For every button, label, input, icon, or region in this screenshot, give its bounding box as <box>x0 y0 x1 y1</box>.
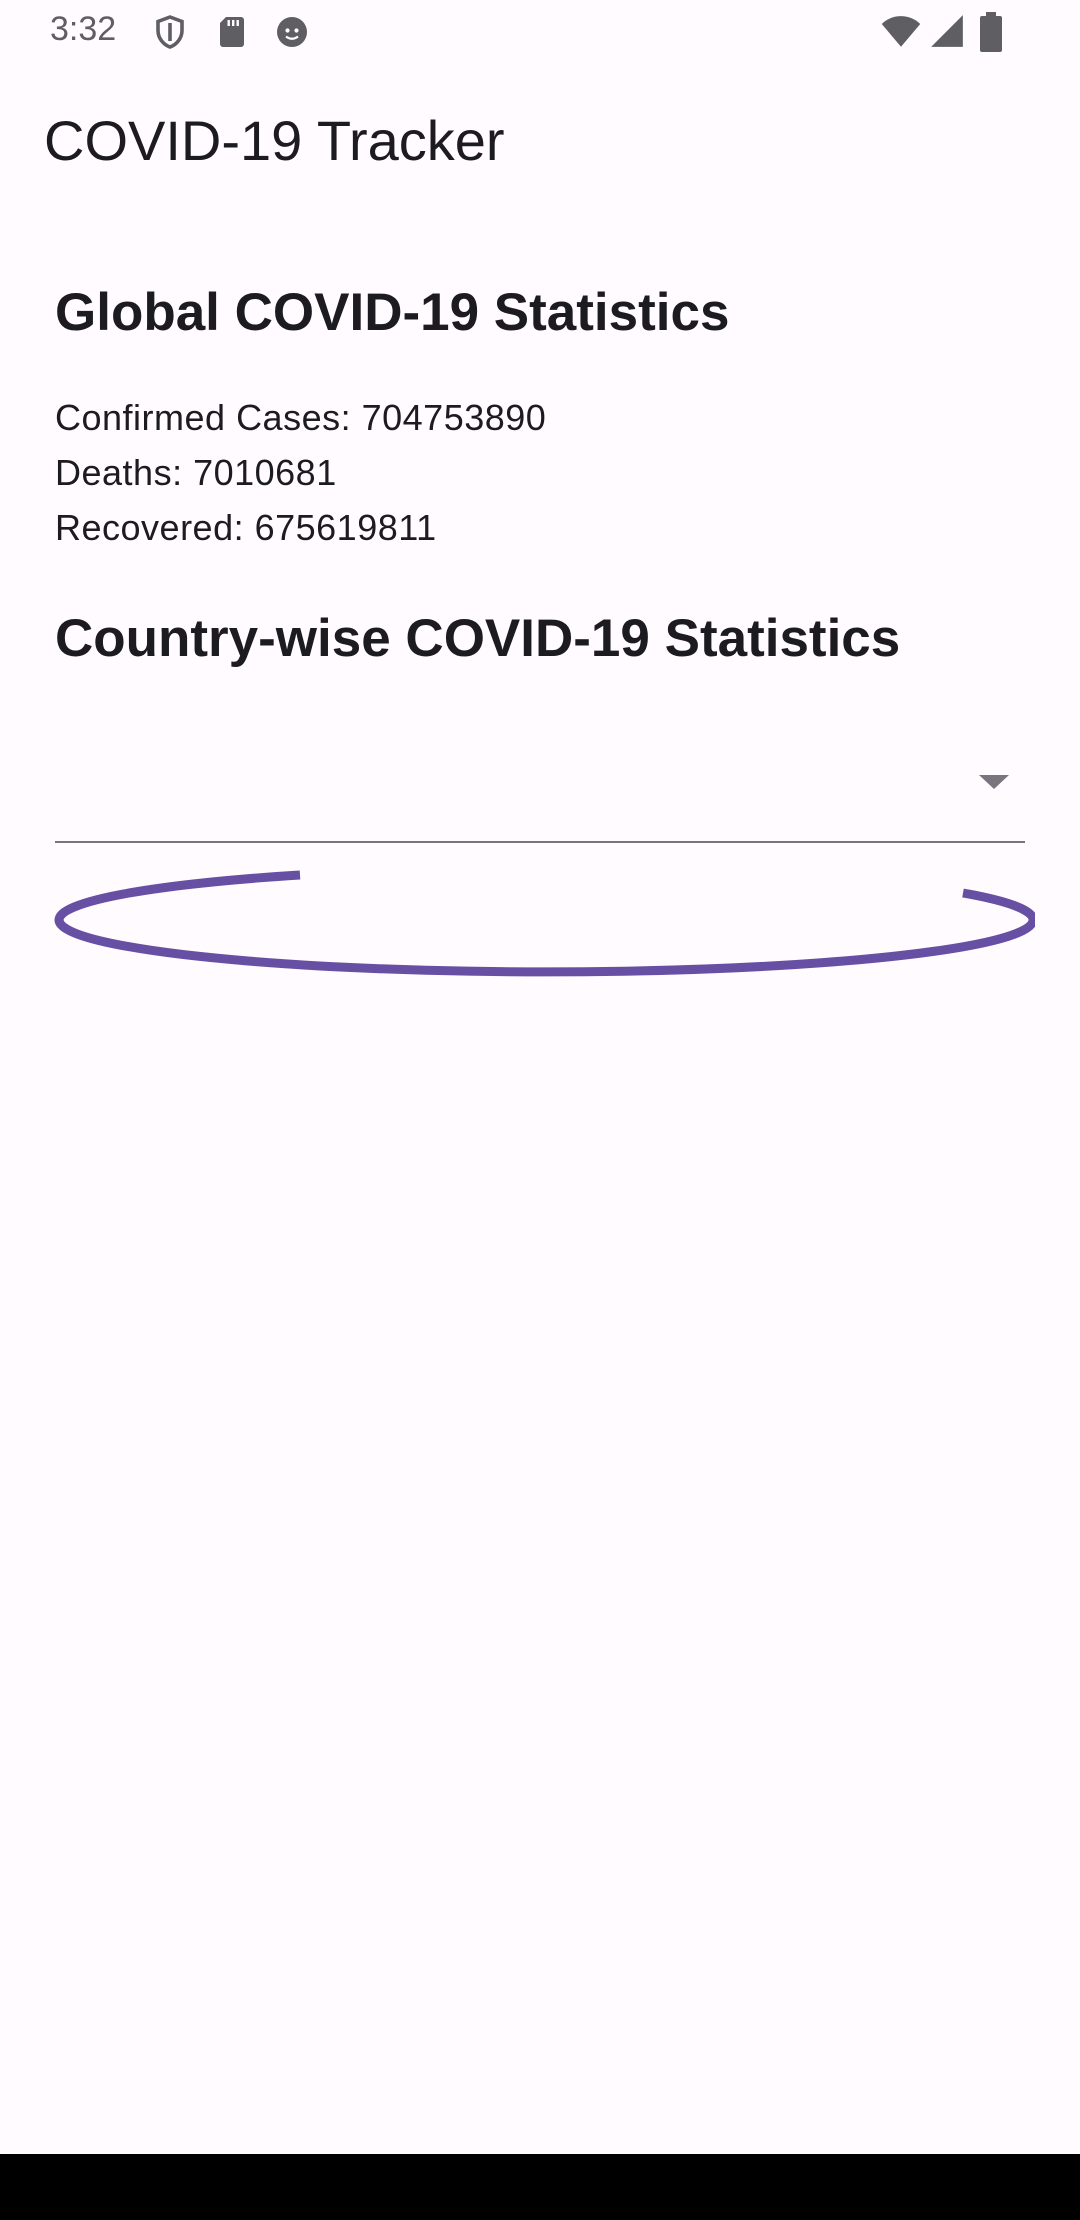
dropdown-arrow-icon[interactable] <box>979 775 1009 789</box>
country-dropdown[interactable] <box>55 735 1025 843</box>
deaths: Deaths: 7010681 <box>55 452 337 493</box>
android-debug-icon <box>274 14 310 50</box>
loading-spinner <box>45 860 1038 985</box>
status-time: 3:32 <box>50 10 117 48</box>
wifi-icon <box>880 10 922 52</box>
app-title: COVID-19 Tracker <box>44 109 505 172</box>
global-stats: Confirmed Cases: 704753890 Deaths: 70106… <box>55 390 546 555</box>
country-stats-title: Country-wise COVID-19 Statistics <box>55 609 901 668</box>
app-bar: COVID-19 Tracker <box>0 64 1080 214</box>
battery-icon <box>978 12 1004 52</box>
cell-signal-icon <box>928 12 966 50</box>
shield-icon <box>152 14 188 50</box>
sd-card-icon <box>214 14 250 50</box>
confirmed-cases: Confirmed Cases: 704753890 <box>55 397 547 438</box>
global-stats-title: Global COVID-19 Statistics <box>55 283 730 342</box>
navigation-bar <box>0 2154 1080 2220</box>
recovered: Recovered: 675619811 <box>55 507 437 548</box>
status-bar: 3:32 <box>0 0 1080 64</box>
